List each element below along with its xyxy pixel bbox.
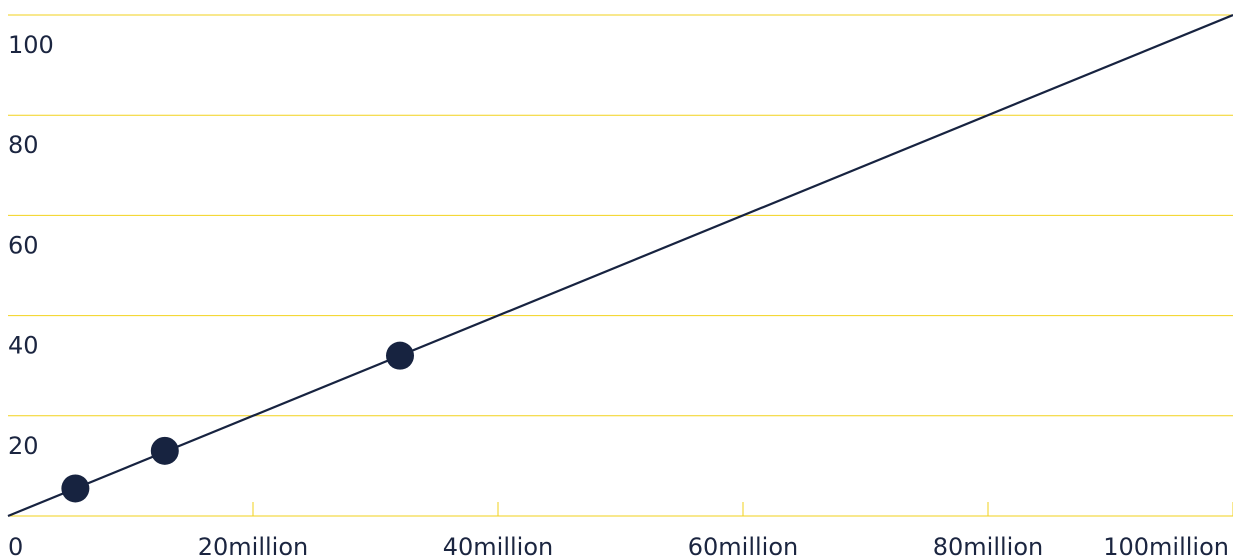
data-points bbox=[61, 341, 414, 503]
y-tick-label-60: 60 bbox=[8, 231, 39, 259]
data-point-3 bbox=[386, 341, 414, 370]
fit-line-layer bbox=[7, 13, 1233, 518]
gridlines bbox=[8, 14, 1233, 517]
x-tick-label-3: 60million bbox=[688, 533, 798, 560]
data-point-1 bbox=[61, 474, 90, 503]
y-tick-label-20: 20 bbox=[8, 432, 39, 460]
x-tick-label-0: 0 bbox=[8, 533, 23, 560]
x-tick-labels: 0 20million 40million 60million 80million 100… bbox=[8, 533, 1229, 560]
x-tick-marks bbox=[252, 502, 1233, 516]
y-tick-label-100: 100 bbox=[8, 31, 54, 59]
y-tick-label-40: 40 bbox=[8, 332, 39, 360]
x-tick-label-2: 40million bbox=[443, 533, 553, 560]
data-point-2 bbox=[150, 436, 179, 465]
x-tick-label-5: 100million bbox=[1103, 533, 1229, 560]
fit-line bbox=[7, 13, 1233, 518]
x-tick-label-1: 20million bbox=[198, 533, 308, 560]
x-tick-label-4: 80million bbox=[933, 533, 1043, 560]
y-tick-labels: 20 40 60 80 100 bbox=[8, 31, 54, 460]
y-tick-label-80: 80 bbox=[8, 131, 39, 159]
